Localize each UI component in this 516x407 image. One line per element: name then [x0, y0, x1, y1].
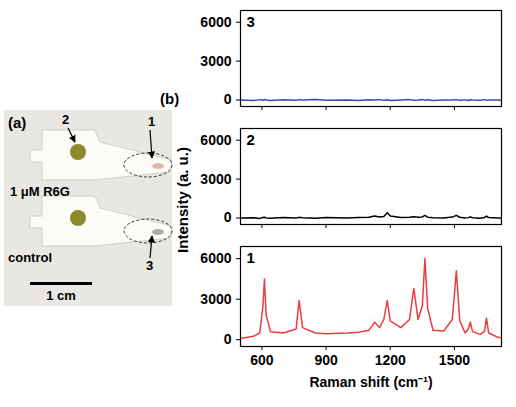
svg-text:2: 2 — [247, 131, 255, 148]
svg-text:1200: 1200 — [375, 352, 406, 368]
svg-text:6000: 6000 — [200, 14, 231, 30]
svg-text:0: 0 — [224, 331, 232, 347]
svg-text:0: 0 — [224, 91, 232, 107]
svg-text:Intensity (a. u.): Intensity (a. u.) — [174, 147, 191, 253]
svg-text:control: control — [8, 250, 52, 265]
svg-text:3: 3 — [146, 258, 153, 273]
svg-text:Raman shift (cm⁻¹): Raman shift (cm⁻¹) — [309, 374, 432, 390]
svg-text:900: 900 — [314, 352, 338, 368]
svg-text:(b): (b) — [160, 90, 179, 107]
svg-text:600: 600 — [250, 352, 274, 368]
svg-text:2: 2 — [62, 112, 69, 127]
svg-text:1: 1 — [247, 249, 255, 266]
svg-text:6000: 6000 — [200, 132, 231, 148]
svg-text:1 cm: 1 cm — [46, 288, 76, 303]
svg-text:0: 0 — [224, 209, 232, 225]
svg-text:3000: 3000 — [200, 53, 231, 69]
svg-text:6000: 6000 — [200, 250, 231, 266]
svg-text:3000: 3000 — [200, 291, 231, 307]
svg-text:1500: 1500 — [439, 352, 470, 368]
svg-text:1 μM R6G: 1 μM R6G — [10, 184, 70, 199]
svg-text:3: 3 — [247, 13, 255, 30]
svg-text:(a): (a) — [8, 114, 26, 131]
svg-text:3000: 3000 — [200, 171, 231, 187]
svg-text:1: 1 — [148, 114, 155, 129]
